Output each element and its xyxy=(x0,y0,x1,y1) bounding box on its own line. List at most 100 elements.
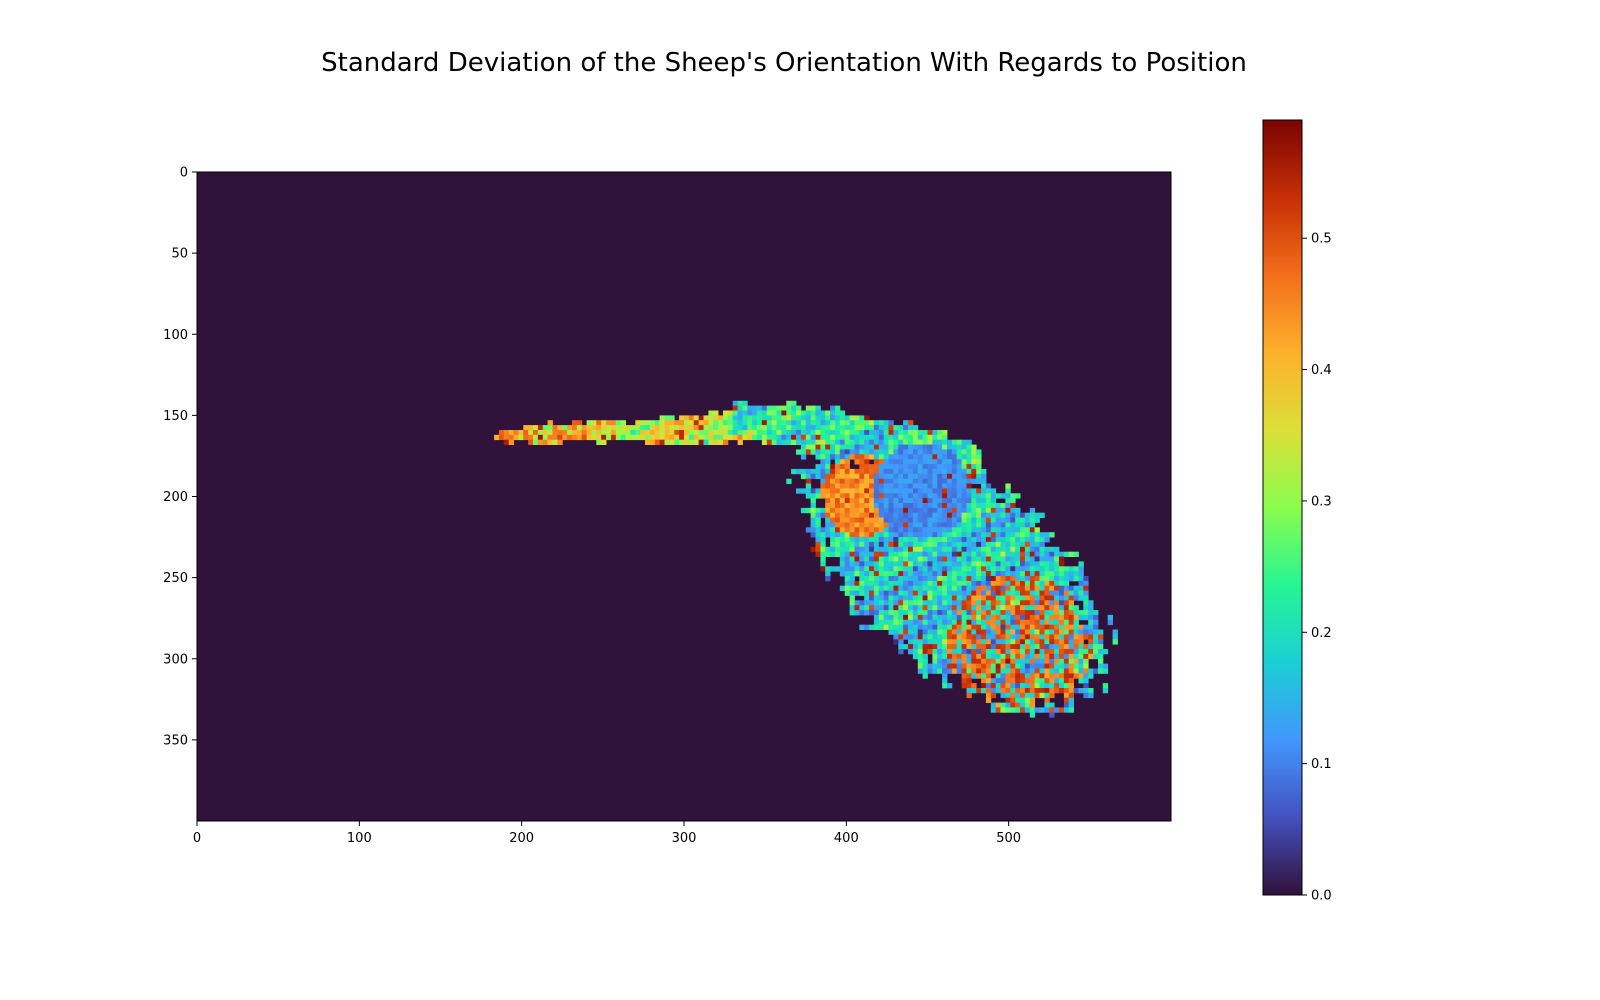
heatmap-cell xyxy=(912,629,919,635)
heatmap-cell xyxy=(508,439,514,445)
heatmap-cell xyxy=(849,498,855,504)
heatmap-cell xyxy=(888,614,894,621)
heatmap-cell xyxy=(498,430,505,436)
heatmap-cell xyxy=(1010,649,1016,655)
heatmap-cell xyxy=(1024,576,1031,582)
heatmap-cell xyxy=(825,488,831,494)
heatmap-cell xyxy=(976,649,982,655)
heatmap-cell xyxy=(1005,517,1011,523)
heatmap-cell xyxy=(1000,673,1006,679)
heatmap-cell xyxy=(937,541,943,548)
heatmap-cell xyxy=(956,649,962,655)
heatmap-cell xyxy=(947,464,953,470)
heatmap-cell xyxy=(912,459,919,465)
heatmap-cell xyxy=(839,449,846,455)
heatmap-cell xyxy=(835,444,841,450)
colorbar-tick-label: 0.2 xyxy=(1311,626,1332,641)
heatmap-cell xyxy=(888,454,894,460)
heatmap-cell xyxy=(1029,551,1036,557)
heatmap-cell xyxy=(971,688,977,694)
heatmap-cell xyxy=(893,624,899,630)
heatmap-cell xyxy=(859,473,865,480)
heatmap-cell xyxy=(659,420,665,426)
heatmap-cell xyxy=(932,512,938,518)
heatmap-cell xyxy=(951,580,958,587)
heatmap-cell xyxy=(942,473,948,480)
heatmap-cell xyxy=(971,537,977,543)
heatmap-cell xyxy=(669,439,675,445)
heatmap-cell xyxy=(844,580,850,587)
heatmap-cell xyxy=(942,614,948,621)
heatmap-cell xyxy=(883,551,889,557)
heatmap-cell xyxy=(937,610,943,616)
colorbar-tick-label: 0.1 xyxy=(1311,757,1332,772)
heatmap-cell xyxy=(951,610,958,616)
heatmap-cell xyxy=(947,551,953,557)
heatmap-cell xyxy=(1098,653,1104,660)
heatmap-cell xyxy=(1049,595,1055,601)
heatmap-cell xyxy=(912,576,919,582)
heatmap-cell xyxy=(557,434,563,441)
heatmap-cell xyxy=(922,546,928,553)
heatmap-cell xyxy=(912,614,919,621)
heatmap-cell xyxy=(966,546,972,553)
heatmap-cell xyxy=(878,624,885,630)
heatmap-cell xyxy=(854,532,860,538)
heatmap-cell xyxy=(937,605,943,611)
heatmap-cell xyxy=(1054,658,1060,665)
heatmap-cell xyxy=(1102,688,1109,694)
heatmap-cell xyxy=(922,561,928,567)
heatmap-cell xyxy=(839,571,846,577)
heatmap-cell xyxy=(985,576,992,582)
heatmap-cell xyxy=(849,415,855,421)
heatmap-cell xyxy=(1088,653,1094,660)
heatmap-cell xyxy=(990,580,997,587)
heatmap-cell xyxy=(908,541,914,548)
heatmap-cell xyxy=(1005,688,1011,694)
heatmap-cell xyxy=(995,507,1001,514)
heatmap-cell xyxy=(854,551,860,557)
heatmap-cell xyxy=(1078,644,1084,650)
heatmap-cell xyxy=(869,483,875,489)
heatmap-cell xyxy=(596,434,602,441)
heatmap-cell xyxy=(1044,683,1050,689)
heatmap-cell xyxy=(903,556,909,562)
heatmap-cell xyxy=(849,590,855,596)
heatmap-cell xyxy=(737,415,743,421)
heatmap-cell xyxy=(956,639,962,645)
heatmap-cell xyxy=(883,595,889,601)
heatmap-cell xyxy=(1073,576,1079,582)
heatmap-cell xyxy=(985,619,992,626)
heatmap-cell xyxy=(1068,639,1074,645)
heatmap-cell xyxy=(815,415,821,421)
heatmap-cell xyxy=(932,556,938,562)
heatmap-cell xyxy=(1010,668,1016,674)
heatmap-cell xyxy=(572,430,578,436)
heatmap-cell xyxy=(981,580,987,587)
heatmap-cell xyxy=(893,541,899,548)
heatmap-cell xyxy=(927,566,933,572)
heatmap-cell xyxy=(990,541,997,548)
heatmap-cell xyxy=(835,425,841,431)
heatmap-cell xyxy=(878,590,885,596)
heatmap-cell xyxy=(966,600,972,606)
heatmap-cell xyxy=(990,619,997,626)
heatmap-cell xyxy=(1015,653,1021,660)
heatmap-cell xyxy=(830,473,836,480)
heatmap-cell xyxy=(932,522,938,528)
heatmap-cell xyxy=(1000,507,1006,514)
heatmap-cell xyxy=(1034,576,1040,582)
heatmap-cell xyxy=(1044,649,1050,655)
heatmap-cell xyxy=(1015,634,1021,640)
heatmap-cell xyxy=(927,605,933,611)
heatmap-cell xyxy=(698,425,704,431)
heatmap-cell xyxy=(586,420,592,426)
heatmap-cell xyxy=(718,430,724,436)
heatmap-cell xyxy=(981,683,987,689)
heatmap-cell xyxy=(990,702,997,708)
heatmap-cell xyxy=(976,464,982,470)
heatmap-cell xyxy=(927,503,933,509)
heatmap-cell xyxy=(995,595,1001,601)
heatmap-cell xyxy=(942,619,948,626)
heatmap-cell xyxy=(937,473,943,480)
